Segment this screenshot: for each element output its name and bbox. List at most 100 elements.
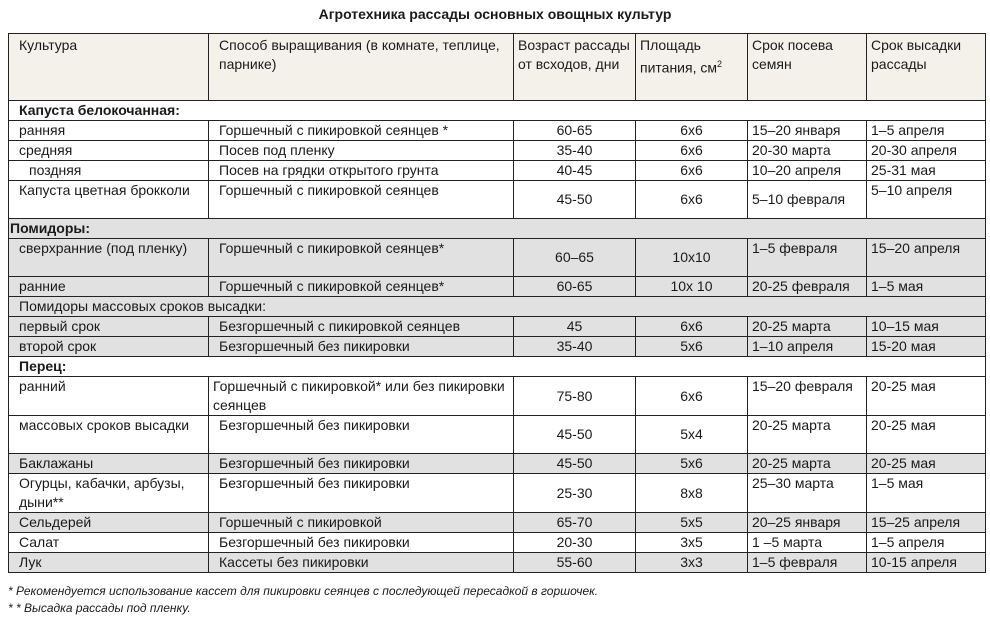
cell-method: Кассеты без пикировки: [208, 552, 514, 573]
cell-area: 3х3: [635, 552, 748, 573]
cell-sowing: 15–20 февраля: [747, 376, 867, 416]
seedling-table: Культура Способ выращивания (в комнате, …: [8, 33, 986, 573]
table-row: первый срок Безгоршечный с пикировкой сея…: [8, 316, 986, 337]
cell-age: 35-40: [513, 336, 636, 357]
cell-area: 5х4: [635, 415, 748, 454]
cell-sowing: 1–5 февраля: [747, 552, 867, 573]
footnote-2: * * Высадка рассады под пленку.: [8, 601, 191, 615]
cell-method: Горшечный с пикировкой сеянцев: [208, 180, 514, 219]
table-row: поздняя Посев на грядки открытого грунта 4…: [8, 160, 986, 181]
header-age: Возраст рассады от всходов, дни: [513, 33, 636, 101]
cell-sowing: 20-25 марта: [747, 453, 867, 474]
header-sowing: Срок посева семян: [747, 33, 867, 101]
cell-sowing: 1–10 апреля: [747, 336, 867, 357]
cell-age: 65-70: [513, 512, 636, 533]
cell-culture: Капуста цветная брокколи: [8, 180, 209, 219]
cell-culture: Баклажаны: [8, 453, 209, 474]
cell-method: Горшечный с пикировкой: [208, 512, 514, 533]
cell-culture: поздняя: [8, 160, 209, 181]
cell-area: 6х6: [635, 180, 748, 219]
cell-sowing: 15–20 января: [747, 120, 867, 141]
header-culture: Культура: [8, 33, 209, 101]
cell-method: Горшечный с пикировкой* или без пикировк…: [208, 376, 514, 416]
cell-planting: 1–5 мая: [866, 473, 986, 513]
cell-method: Горшечный с пикировкой сеянцев *: [208, 120, 514, 141]
cell-area: 6х6: [635, 160, 748, 181]
footnote-1: * Рекомендуется использование кассет для…: [8, 584, 599, 598]
cell-area: 10х10: [635, 238, 748, 277]
cell-culture: массовых сроков высадки: [8, 415, 209, 454]
cell-sowing: 1–5 февраля: [747, 238, 867, 277]
cell-method: Горшечный с пикировкой сеянцев*: [208, 276, 514, 297]
cell-method: Посев под пленку: [208, 140, 514, 161]
table-row: сверхранние (под пленку) Горшечный с пики…: [8, 238, 986, 277]
cell-age: 35-40: [513, 140, 636, 161]
cell-culture: ранний: [8, 376, 209, 416]
section-pepper: Перец:: [8, 356, 986, 377]
cell-area: 6х6: [635, 376, 748, 416]
cell-sowing: 1 –5 марта: [747, 532, 867, 553]
cell-area: 3х5: [635, 532, 748, 553]
cell-sowing: 5–10 февраля: [747, 180, 867, 219]
table-row: Капуста цветная брокколи Горшечный с пики…: [8, 180, 986, 219]
cell-planting: 20-25 мая: [866, 453, 986, 474]
table-row: второй срок Безгоршечный без пикировки 35-…: [8, 336, 986, 357]
cell-age: 55-60: [513, 552, 636, 573]
cell-age: 60-65: [513, 120, 636, 141]
header-area-sup: 2: [716, 59, 722, 69]
cell-age: 20-30: [513, 532, 636, 553]
section-cabbage: Капуста белокочанная:: [8, 100, 986, 121]
cell-planting: 1–5 апреля: [866, 532, 986, 553]
cell-method: Безгоршечный без пикировки: [208, 336, 514, 357]
cell-planting: 5–10 апреля: [866, 180, 986, 219]
cell-planting: 20-30 апреля: [866, 140, 986, 161]
cell-sowing: 20-30 марта: [747, 140, 867, 161]
cell-area: 5х6: [635, 453, 748, 474]
cell-planting: 20-25 мая: [866, 376, 986, 416]
cell-planting: 25-31 мая: [866, 160, 986, 181]
cell-culture: первый срок: [8, 316, 209, 337]
cell-planting: 15-20 мая: [866, 336, 986, 357]
cell-area: 5х5: [635, 512, 748, 533]
cell-area: 5х6: [635, 336, 748, 357]
table-row: Огурцы, кабачки, арбузы, дыни** Безгоршеч…: [8, 473, 986, 513]
header-area: Площадь питания, см2: [635, 33, 748, 101]
table-row: ранний Горшечный с пикировкой* или без пи…: [8, 376, 986, 416]
cell-method: Безгоршечный без пикировки: [208, 415, 514, 454]
cell-culture: средняя: [8, 140, 209, 161]
cell-age: 60–65: [513, 238, 636, 277]
header-area-text: Площадь питания, см: [640, 37, 717, 76]
cell-method: Безгоршечный с пикировкой сеянцев: [208, 316, 514, 337]
header-row: Культура Способ выращивания (в комнате, …: [8, 33, 986, 101]
cell-culture: ранняя: [8, 120, 209, 141]
section-tomatoes-mass: Помидоры массовых сроков высадки:: [8, 296, 986, 317]
cell-sowing: 10–20 апреля: [747, 160, 867, 181]
cell-age: 25-30: [513, 473, 636, 513]
cell-sowing: 20–25 января: [747, 512, 867, 533]
cell-planting: 15–20 апреля: [866, 238, 986, 277]
cell-age: 60-65: [513, 276, 636, 297]
cell-sowing: 20-25 марта: [747, 316, 867, 337]
table-row: ранние Горшечный с пикировкой сеянцев* 60-…: [8, 276, 986, 297]
cell-planting: 1–5 мая: [866, 276, 986, 297]
table-row: массовых сроков высадки Безгоршечный без …: [8, 415, 986, 454]
cell-planting: 1–5 апреля: [866, 120, 986, 141]
header-planting: Срок высадки рассады: [866, 33, 986, 101]
cell-age: 45-50: [513, 180, 636, 219]
cell-planting: 10-15 апреля: [866, 552, 986, 573]
section-tomatoes: Помидоры:: [8, 218, 986, 239]
table-row: Лук Кассеты без пикировки 55-60 3х3 1–5 февр…: [8, 552, 986, 573]
cell-culture: сверхранние (под пленку): [8, 238, 209, 277]
cell-method: Посев на грядки открытого грунта: [208, 160, 514, 181]
cell-age: 40-45: [513, 160, 636, 181]
cell-method: Безгоршечный без пикировки: [208, 473, 514, 513]
cell-area: 6х6: [635, 316, 748, 337]
cell-sowing: 25–30 марта: [747, 473, 867, 513]
cell-age: 45-50: [513, 415, 636, 454]
cell-sowing: 20-25 февраля: [747, 276, 867, 297]
cell-area: 6х6: [635, 140, 748, 161]
table-row: ранняя Горшечный с пикировкой сеянцев * 60…: [8, 120, 986, 141]
table-row: Сельдерей Горшечный с пикировкой 65-70 5х5 2…: [8, 512, 986, 533]
cell-method: Безгоршечный без пикировки: [208, 453, 514, 474]
header-method: Способ выращивания (в комнате, теплице, …: [208, 33, 514, 101]
